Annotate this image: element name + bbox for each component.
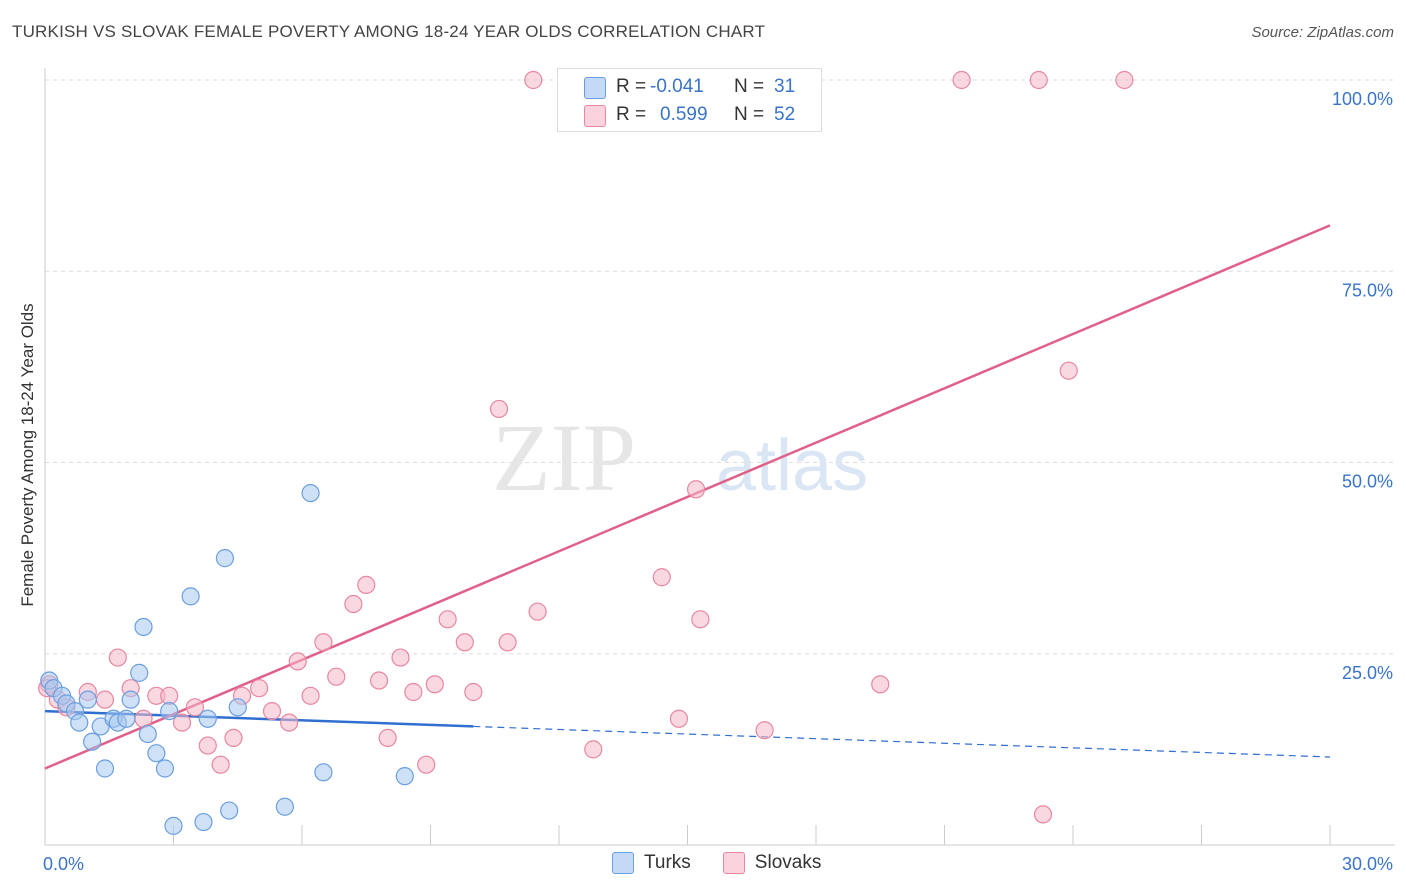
point-slovaks [691,610,710,629]
point-turks [164,816,183,835]
slovaks-r-value: 0.599 [660,104,708,125]
trendline-turks-extension [473,725,1331,758]
legend-swatch-turks [612,852,634,874]
point-slovaks [314,633,333,652]
point-turks [275,797,294,816]
point-slovaks [344,594,363,614]
point-slovaks [669,709,689,728]
point-slovaks [417,755,436,774]
point-slovaks [425,675,444,694]
slovaks-r-label: R = [616,104,647,125]
point-slovaks [498,633,517,652]
y-tick-label: 75.0% [1342,280,1393,300]
point-slovaks [280,713,299,732]
point-slovaks [1059,361,1078,380]
turks-n-label: N = [734,76,765,97]
watermark-zip: ZIP [492,404,636,511]
point-slovaks [528,602,547,621]
x-tick-label: 0.0% [43,854,84,874]
point-turks [181,587,200,606]
source-label: Source: ZipAtlas.com [1251,24,1394,41]
point-turks [130,663,149,682]
point-slovaks [134,709,153,728]
point-turks [314,763,333,782]
slovaks-n-value: 52 [774,104,796,125]
point-turks [194,812,213,832]
turks-swatch [584,77,606,99]
point-turks [70,713,89,732]
point-slovaks [438,610,457,629]
point-turks [395,767,414,786]
point-slovaks [464,682,483,702]
legend-label-slovaks: Slovaks [754,852,822,873]
point-turks [83,732,102,751]
point-slovaks [160,686,179,705]
point-slovaks [172,713,192,732]
point-turks [220,801,239,820]
y-axis-label: Female Poverty Among 18-24 Year Olds [18,303,37,607]
point-slovaks [871,675,890,694]
point-turks [117,709,136,728]
y-tick-label: 100.0% [1332,89,1393,109]
point-turks [198,709,217,728]
point-turks [134,617,153,637]
turks-r-label: R = [616,76,647,97]
slovaks-swatch [584,105,606,127]
point-slovaks [95,690,115,709]
point-turks [95,759,115,778]
watermark-atlas: atlas [716,426,868,506]
point-slovaks [224,728,243,748]
y-tick-label: 50.0% [1342,472,1393,492]
turks-n-value: 31 [774,76,796,97]
point-slovaks [489,399,509,419]
point-slovaks [198,736,217,755]
point-slovaks [378,728,397,748]
point-slovaks [108,648,127,667]
point-turks [138,724,157,744]
point-slovaks [952,70,971,90]
chart-title: TURKISH VS SLOVAK FEMALE POVERTY AMONG 1… [12,22,766,41]
point-slovaks [1115,70,1134,90]
legend-label-turks: Turks [644,852,691,873]
point-turks [155,759,175,778]
point-slovaks [185,698,205,717]
point-slovaks [1029,70,1048,90]
point-slovaks [370,671,389,690]
point-slovaks [262,702,282,721]
point-turks [121,690,140,709]
chart-legend: Turks Slovaks [612,852,843,874]
x-tick-label: 30.0% [1342,854,1393,874]
point-turks [147,744,166,763]
point-slovaks [301,686,320,705]
point-turks [160,702,179,721]
point-turks [78,690,97,709]
point-slovaks [391,648,410,667]
legend-swatch-slovaks [722,852,745,874]
point-slovaks [652,568,671,587]
point-slovaks [357,575,376,595]
y-tick-label: 25.0% [1342,663,1393,683]
turks-r-value: -0.041 [650,76,704,97]
point-slovaks [404,682,423,702]
slovaks-n-label: N = [734,104,765,125]
point-slovaks [755,721,774,740]
point-slovaks [1033,805,1053,824]
point-slovaks [211,755,230,774]
point-slovaks [686,480,706,499]
point-slovaks [455,633,474,652]
point-slovaks [288,652,307,671]
point-turks [228,698,247,717]
legend-item-turks: Turks [612,852,691,874]
legend-item-slovaks: Slovaks [722,852,822,874]
zipatlas-watermark: ZIP atlas [492,404,868,511]
point-turks [215,549,234,568]
point-slovaks [250,679,269,698]
trendline-slovaks [44,224,1331,770]
point-slovaks [524,70,543,90]
point-slovaks [584,740,603,759]
point-turks [301,484,320,503]
point-slovaks [327,667,346,686]
stats-legend: R = -0.041 N = 31 R = 0.599 N = 52 [557,68,822,132]
